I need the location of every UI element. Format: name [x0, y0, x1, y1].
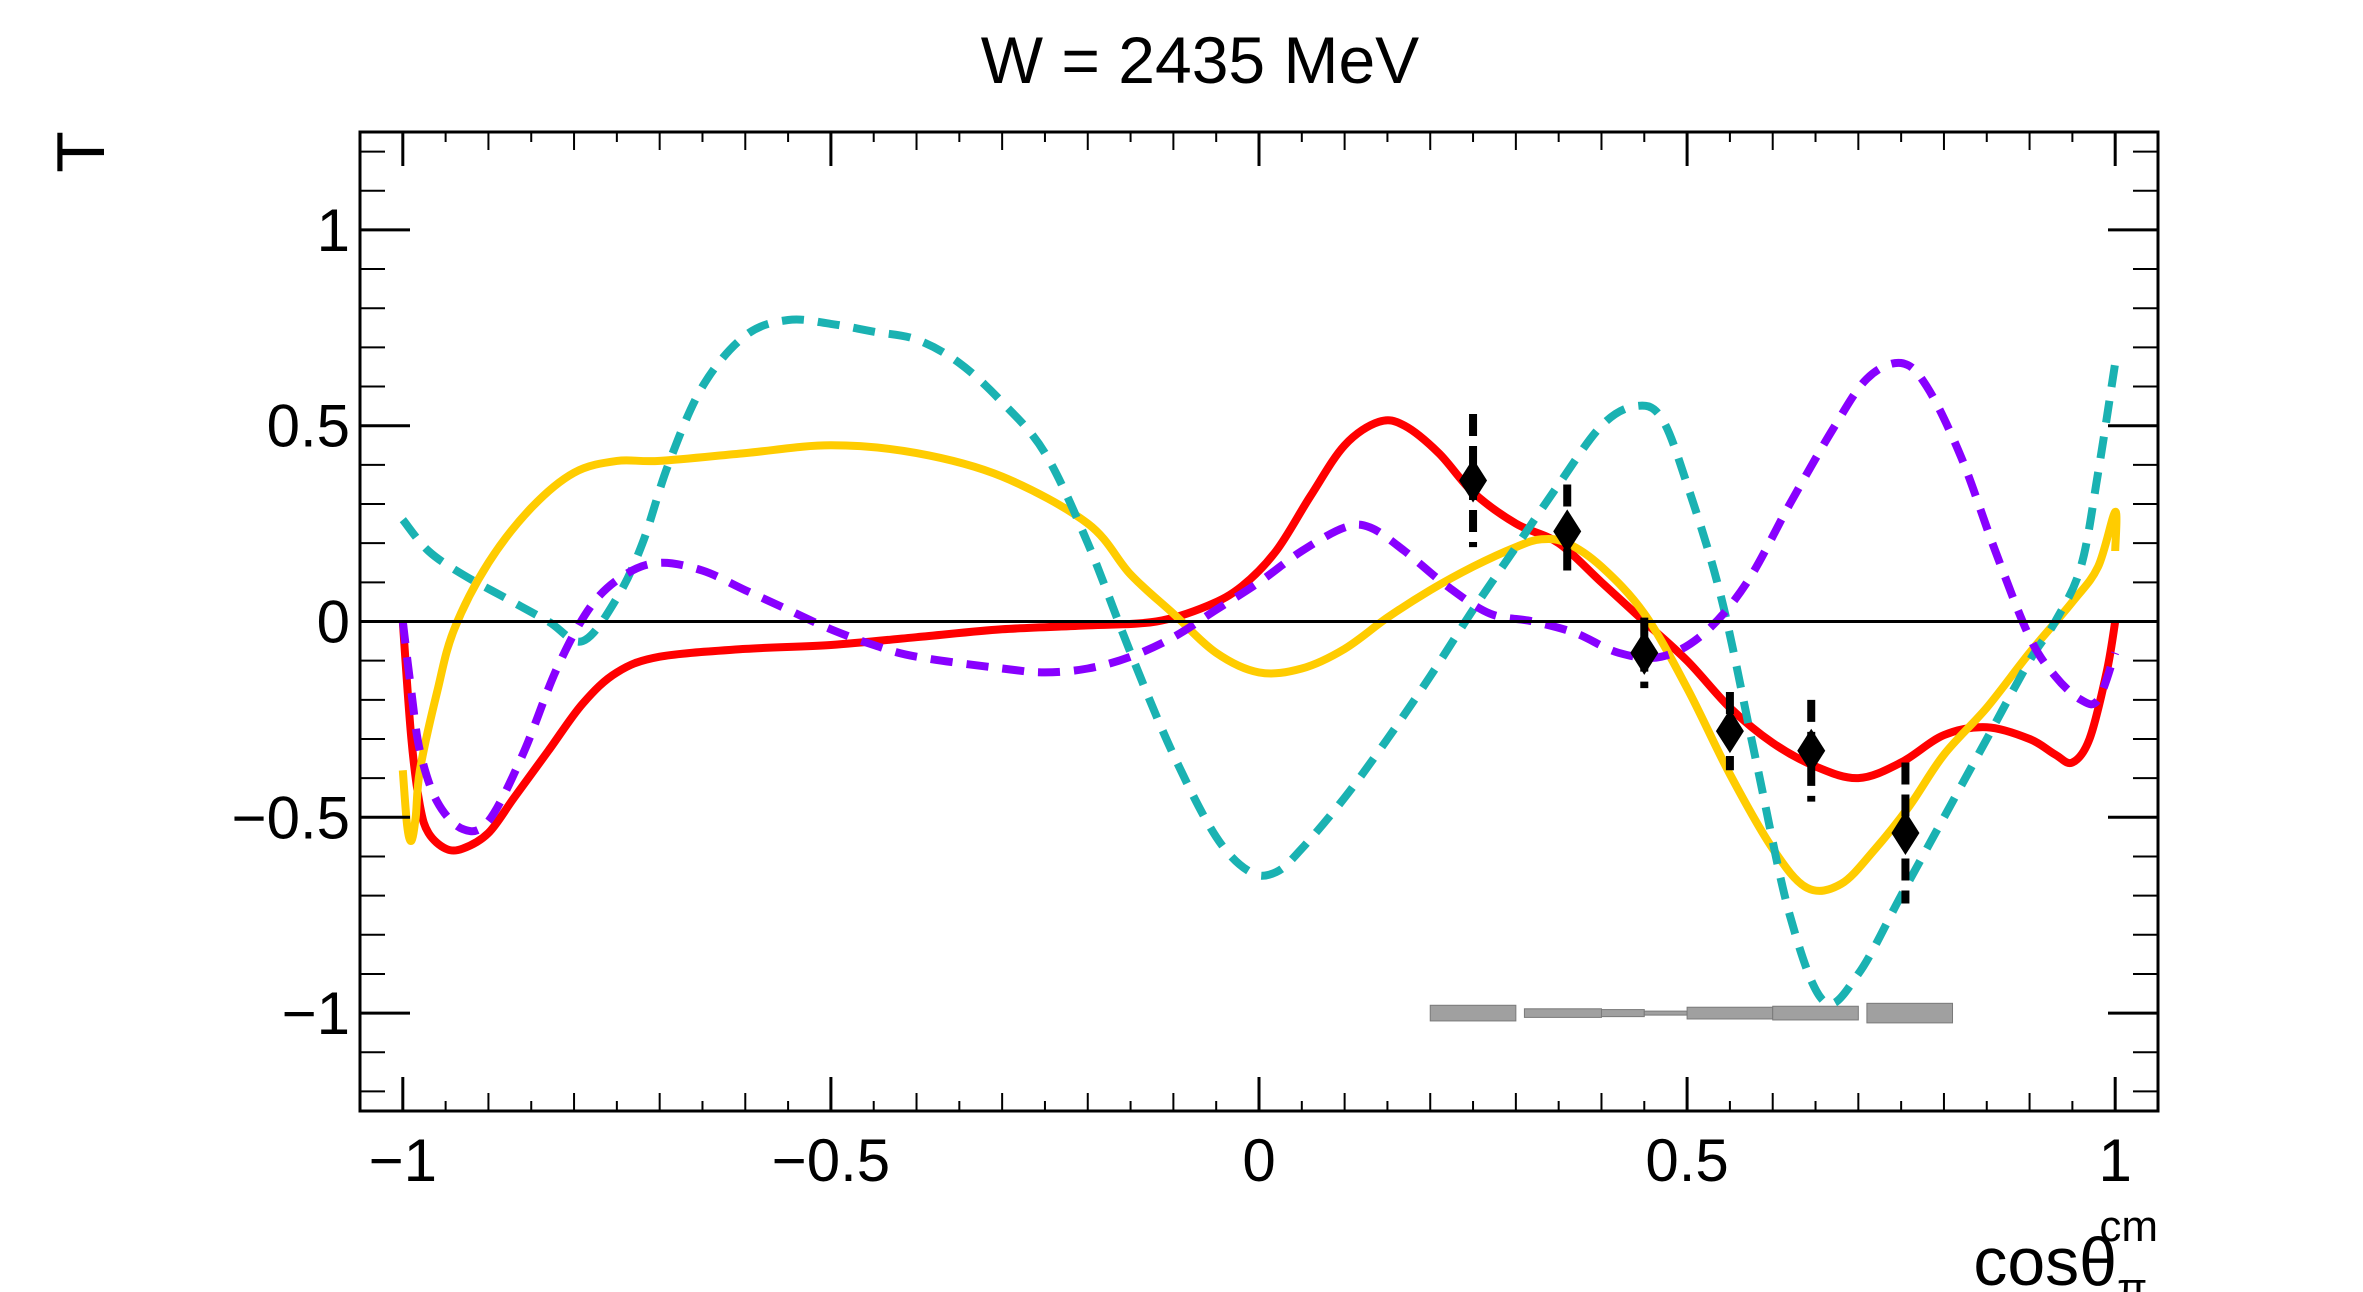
systematic-band-3 [1643, 1010, 1688, 1016]
series-model-yellow [398, 441, 2121, 895]
x-tick-label-1: −0.5 [772, 1127, 890, 1194]
series-model-violet-dashed [398, 358, 2119, 836]
systematic-band-0 [1429, 1004, 1517, 1022]
data-point-0 [1459, 458, 1488, 503]
axes: −1 −0.5 0 0.5 1 −1 −0.5 0 0.5 1 [232, 130, 2160, 1194]
systematic-band-6 [1866, 1002, 1954, 1024]
x-axis-label: cosθπ cm [1973, 1202, 2158, 1292]
data-point-5 [1891, 810, 1920, 855]
y-tick-label-3: 0.5 [267, 393, 350, 460]
y-tick-label-2: 0 [317, 589, 350, 656]
data-point-2 [1630, 630, 1659, 675]
x-tick-label-2: 0 [1242, 1127, 1275, 1194]
systematic-band-5 [1772, 1005, 1859, 1021]
x-axis-label-sup: cm [2099, 1202, 2158, 1251]
systematic-band-2 [1600, 1009, 1645, 1018]
data-point-3 [1715, 709, 1744, 754]
chart-title: W = 2435 MeV [981, 23, 1419, 97]
x-tick-label-0: −1 [369, 1127, 437, 1194]
series-model-cyan-dashed [399, 315, 2120, 1008]
data-point-4 [1797, 728, 1826, 773]
systematic-band-4 [1686, 1006, 1774, 1020]
x-tick-label-3: 0.5 [1645, 1127, 1728, 1194]
series-group [398, 315, 2121, 1008]
systematic-bands [1429, 1002, 1954, 1024]
y-tick-label-1: −0.5 [232, 784, 350, 851]
systematic-band-1 [1523, 1008, 1602, 1018]
series-model-red [398, 416, 2120, 855]
x-axis-label-main: cosθ [1973, 1224, 2117, 1292]
data-markers [1459, 413, 1920, 904]
y-axis-label: T [43, 131, 119, 173]
x-tick-label-4: 1 [2099, 1127, 2132, 1194]
y-tick-label-4: 1 [317, 197, 350, 264]
data-point-1 [1553, 509, 1582, 554]
y-tick-label-0: −1 [282, 980, 350, 1047]
x-axis-label-sub: π [2117, 1264, 2147, 1292]
